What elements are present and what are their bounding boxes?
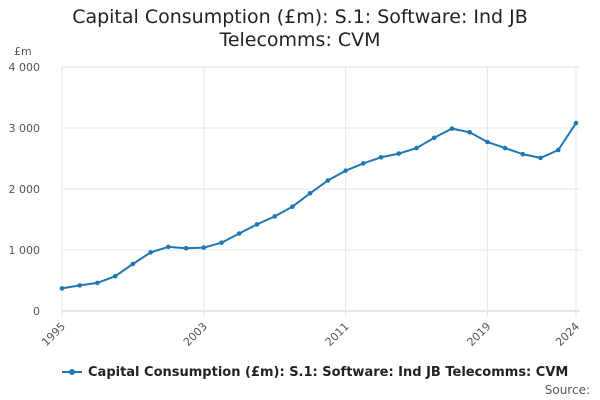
data-point[interactable]	[361, 161, 366, 166]
chart-title-line-1: Capital Consumption (£m): S.1: Software:…	[72, 6, 528, 28]
data-point[interactable]	[95, 280, 100, 286]
x-tick-label: 1995	[39, 320, 68, 349]
data-point[interactable]	[378, 155, 384, 160]
x-axis-ticks: 1995 2003 2011 2019 2024	[39, 320, 582, 349]
data-point[interactable]	[77, 283, 82, 288]
data-point[interactable]	[166, 244, 171, 250]
y-tick-label: 3 000	[9, 122, 41, 135]
data-point[interactable]	[396, 151, 402, 156]
data-point[interactable]	[573, 120, 579, 126]
y-axis-ticks: 0 1 000 2 000 3 000 4 000	[9, 61, 41, 318]
legend-label: Capital Consumption (£m): S.1: Software:…	[88, 364, 569, 380]
data-point[interactable]	[183, 245, 189, 251]
data-point[interactable]	[520, 151, 526, 157]
data-point[interactable]	[502, 145, 508, 151]
data-point[interactable]	[201, 245, 207, 250]
x-tick-label: 2011	[323, 320, 352, 349]
data-point[interactable]	[431, 135, 437, 141]
grid-lines	[61, 66, 580, 317]
data-point[interactable]	[307, 191, 313, 196]
data-point[interactable]	[485, 139, 490, 145]
data-point[interactable]	[343, 168, 348, 173]
data-point[interactable]	[449, 126, 455, 131]
data-point[interactable]	[414, 145, 419, 151]
data-point[interactable]	[538, 155, 543, 161]
chart-title: Capital Consumption (£m): S.1: Software:…	[0, 6, 600, 52]
data-point[interactable]	[112, 273, 118, 279]
y-tick-label: 1 000	[9, 244, 41, 257]
y-tick-label: 4 000	[9, 61, 41, 74]
data-point[interactable]	[556, 147, 561, 153]
chart-title-line-2: Telecomms: CVM	[219, 29, 381, 51]
series-points	[59, 120, 579, 291]
y-tick-label: 0	[33, 305, 40, 318]
data-point[interactable]	[272, 214, 278, 219]
x-tick-label: 2019	[465, 320, 494, 349]
source-label: Source:	[544, 383, 590, 397]
data-point[interactable]	[325, 178, 331, 183]
data-point[interactable]	[59, 286, 65, 291]
x-tick-label: 2024	[553, 320, 582, 349]
legend-line-marker-icon	[62, 364, 82, 380]
data-point[interactable]	[219, 240, 224, 245]
y-axis-unit-label: £m	[14, 45, 32, 58]
legend[interactable]: Capital Consumption (£m): S.1: Software:…	[62, 364, 568, 380]
data-point[interactable]	[148, 250, 153, 255]
series-line	[61, 122, 577, 290]
x-tick-label: 2003	[181, 320, 210, 349]
y-tick-label: 2 000	[9, 183, 41, 196]
data-point[interactable]	[290, 204, 295, 209]
data-point[interactable]	[130, 261, 136, 267]
data-point[interactable]	[236, 231, 242, 236]
data-point[interactable]	[467, 130, 473, 135]
data-point[interactable]	[254, 222, 260, 227]
